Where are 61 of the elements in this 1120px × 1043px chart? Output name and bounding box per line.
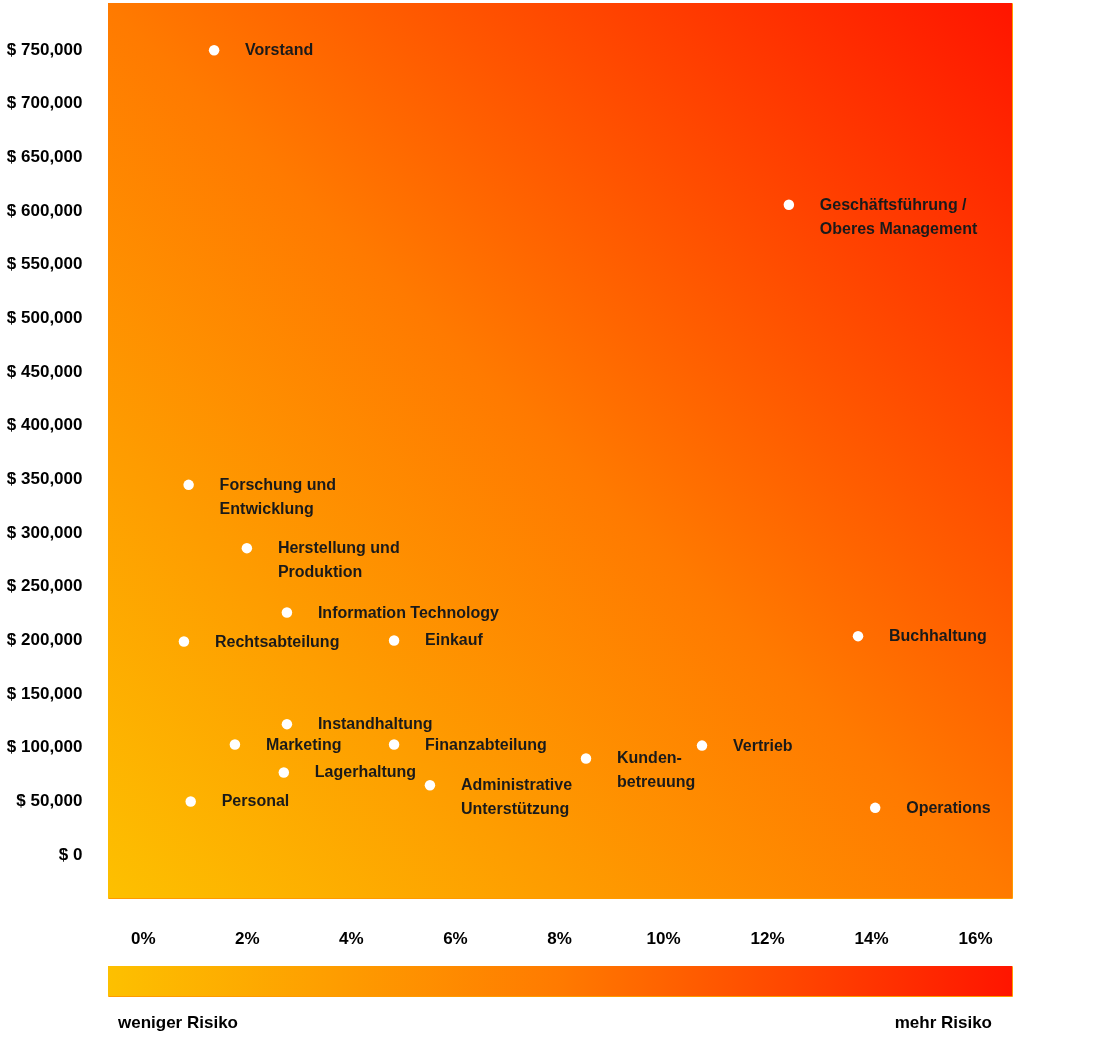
text: mehr Risiko	[894, 1013, 992, 1032]
annotation: Marketing	[265, 735, 342, 753]
y-tick-label: $ 250,000	[6, 576, 83, 596]
text: weniger Risiko	[117, 1013, 238, 1032]
y-tick-label: $ 550,000	[6, 254, 83, 274]
annotation: Operations	[906, 798, 991, 816]
y-tick-label: $ 750,000	[6, 39, 83, 59]
y-tick-label: $ 150,000	[6, 683, 83, 703]
annotation: Einkauf	[425, 631, 484, 649]
y-tick-label: $ 100,000	[6, 737, 83, 757]
annotation: Vertrieb	[733, 736, 793, 754]
annotation: Buchhaltung	[889, 627, 987, 645]
y-tick-label: $ 600,000	[6, 200, 83, 220]
point	[783, 199, 795, 210]
point	[178, 636, 190, 647]
point	[241, 542, 253, 554]
annotation: Instandhaltung	[317, 715, 433, 733]
annotation: Forschung und Entwicklung	[219, 475, 337, 517]
annotation: Vorstand	[245, 41, 314, 59]
point	[852, 630, 864, 642]
point	[869, 802, 881, 814]
point	[278, 767, 290, 778]
annotation: Rechtsabteilung	[214, 632, 340, 650]
x-tick-label: 2%	[235, 928, 260, 948]
point	[388, 739, 400, 750]
x-tick-label: 4%	[339, 928, 364, 948]
point	[281, 718, 293, 730]
y-tick-label: $ 350,000	[6, 468, 83, 488]
point	[424, 780, 436, 791]
x-tick-label: 0%	[131, 928, 156, 948]
point	[208, 44, 220, 56]
point	[696, 740, 708, 751]
annotation: Kunden- betreuung	[617, 749, 696, 791]
y-tick-label: $ 50,000	[16, 790, 83, 810]
point	[281, 607, 293, 618]
y-tick-label: $ 650,000	[6, 146, 83, 166]
annotation: Administrative Unterstützung	[460, 776, 573, 818]
point	[580, 753, 592, 764]
y-tick-label: $ 500,000	[6, 307, 83, 327]
annotation: Lagerhaltung	[314, 763, 417, 781]
point	[183, 479, 194, 491]
y-tick-label: $ 700,000	[6, 93, 83, 113]
y-tick-label: $ 300,000	[6, 522, 83, 542]
annotation: Finanzabteilung	[425, 735, 547, 753]
annotation: Herstellung und Produktion	[277, 539, 400, 581]
x-tick-label: 16%	[958, 928, 993, 948]
y-tick-label: $ 450,000	[6, 361, 83, 381]
point	[185, 796, 196, 807]
x-tick-label: 12%	[750, 928, 785, 948]
y-tick-label: $ 0	[58, 844, 83, 864]
annotation: Personal	[221, 792, 290, 810]
point	[388, 635, 400, 646]
x-tick-label: 6%	[443, 928, 468, 948]
x-tick-label: 10%	[646, 928, 681, 948]
x-tick-label: 14%	[854, 928, 889, 948]
annotation: Geschäftsführung / Oberes Management	[819, 195, 978, 237]
annotation: Information Technology	[317, 603, 500, 621]
point	[229, 739, 241, 750]
y-tick-label: $ 400,000	[6, 415, 83, 435]
y-tick-label: $ 200,000	[6, 629, 83, 649]
x-tick-label: 8%	[547, 928, 572, 948]
